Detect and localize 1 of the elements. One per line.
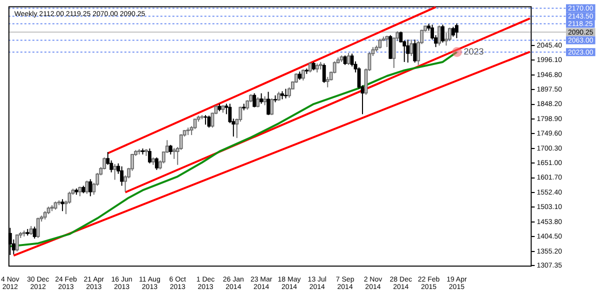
annotation: 2023 (464, 46, 484, 57)
